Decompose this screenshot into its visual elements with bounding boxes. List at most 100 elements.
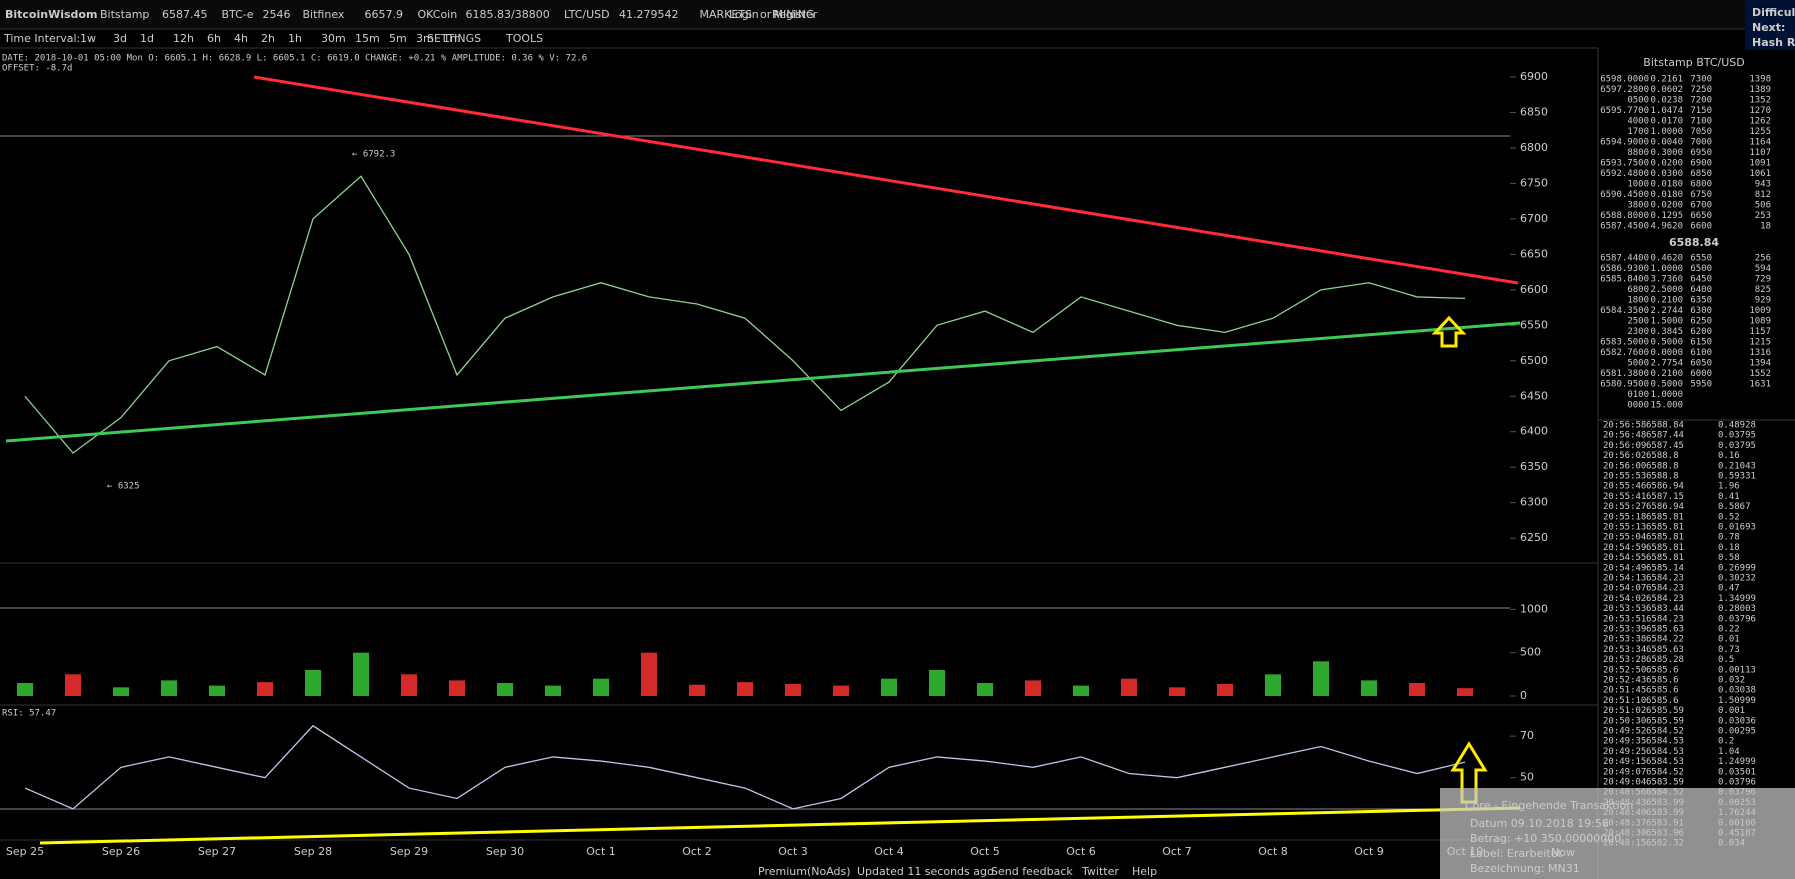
menu[interactable]: MINING: [774, 8, 815, 21]
volume-bar: [929, 670, 945, 696]
ticker-name[interactable]: LTC/USD: [564, 8, 610, 21]
interval[interactable]: 1d: [140, 32, 154, 45]
trade-price: 6584.22: [1646, 635, 1684, 645]
interval[interactable]: 4h: [234, 32, 248, 45]
trade-amount: 0.26999: [1718, 563, 1756, 573]
ticker-price: 6587.45: [162, 8, 208, 21]
x-tick-label: Oct 4: [874, 845, 904, 858]
book-cell: 6500: [1690, 264, 1712, 274]
trade-amount: 0.2: [1718, 737, 1734, 747]
book-cell: 6584.3500: [1600, 306, 1649, 316]
interval[interactable]: 3m: [416, 32, 434, 45]
volume-bar: [737, 682, 753, 696]
login[interactable]: Login: [729, 8, 759, 21]
interval[interactable]: 3d: [113, 32, 127, 45]
trade-time: 20:53:53: [1603, 604, 1646, 614]
interval[interactable]: 6h: [207, 32, 221, 45]
tools[interactable]: TOOLS: [505, 32, 543, 45]
trade-price: 6585.6: [1646, 665, 1679, 675]
book-cell: 1389: [1749, 85, 1771, 95]
note-title: Core - Eingehende Transaktion: [1465, 799, 1633, 812]
trade-amount: 0.01693: [1718, 523, 1756, 533]
book-cell: 6450: [1690, 275, 1712, 285]
book-cell: 1061: [1749, 169, 1771, 179]
interval[interactable]: 15m: [355, 32, 380, 45]
trade-time: 20:53:39: [1603, 625, 1646, 635]
book-cell: 5950: [1690, 380, 1712, 390]
y-tick-label: 50: [1520, 771, 1534, 784]
ticker-name[interactable]: Bitstamp: [100, 8, 149, 21]
footer-link[interactable]: Help: [1132, 865, 1157, 878]
menu[interactable]: MARKETS: [700, 8, 753, 21]
book-cell: 7000: [1690, 138, 1712, 148]
interval[interactable]: 1h: [288, 32, 302, 45]
interval[interactable]: 12h: [173, 32, 194, 45]
y-tick-label: 6500: [1520, 354, 1548, 367]
x-tick-label: Sep 28: [294, 845, 332, 858]
notification[interactable]: [1440, 788, 1795, 879]
book-cell: 7200: [1690, 96, 1712, 106]
footer-link[interactable]: Twitter: [1081, 865, 1119, 878]
ticker-name[interactable]: OKCoin: [418, 8, 458, 21]
trade-time: 20:56:00: [1603, 461, 1646, 471]
volume-bar: [881, 678, 897, 696]
book-cell: 0100: [1627, 390, 1649, 400]
interval[interactable]: 2h: [261, 32, 275, 45]
ticker-name[interactable]: Bitfinex: [303, 8, 345, 21]
x-tick-label: Sep 25: [6, 845, 44, 858]
trade-time: 20:55:13: [1603, 523, 1646, 533]
trade-amount: 0.59331: [1718, 472, 1756, 482]
book-cell: 0.0180: [1650, 190, 1683, 200]
footer-link[interactable]: Premium(NoAds): [758, 865, 851, 878]
book-cell: 18: [1760, 222, 1771, 232]
interval[interactable]: 5m: [389, 32, 407, 45]
trade-time: 20:55:18: [1603, 512, 1646, 522]
y-tick-label: 6800: [1520, 141, 1548, 154]
volume-bar: [593, 678, 609, 696]
book-cell: 7150: [1690, 106, 1712, 116]
book-cell: 1107: [1749, 148, 1771, 158]
book-cell: 6150: [1690, 338, 1712, 348]
settings[interactable]: SETTINGS: [427, 32, 481, 45]
book-cell: 6583.5000: [1600, 338, 1649, 348]
brand[interactable]: BitcoinWisdom: [5, 8, 97, 21]
last-price: 6588.84: [1669, 236, 1719, 249]
trade-amount: 0.03038: [1718, 686, 1756, 696]
book-cell: 2300: [1627, 327, 1649, 337]
x-tick-label: Sep 30: [486, 845, 524, 858]
trade-time: 20:52:43: [1603, 676, 1646, 686]
book-cell: 1000: [1627, 180, 1649, 190]
volume-bar: [353, 652, 369, 696]
trade-price: 6587.45: [1646, 441, 1684, 451]
book-cell: 6350: [1690, 296, 1712, 306]
trade-amount: 0.28003: [1718, 604, 1756, 614]
y-tick-label: 6700: [1520, 212, 1548, 225]
trade-price: 6585.81: [1646, 533, 1684, 543]
trade-time: 20:53:51: [1603, 614, 1646, 624]
book-cell: 6100: [1690, 348, 1712, 358]
volume-bar: [1025, 680, 1041, 696]
y-tick-label: 6650: [1520, 247, 1548, 260]
ticker-name[interactable]: BTC-e: [222, 8, 254, 21]
interval[interactable]: 1m: [443, 32, 461, 45]
x-tick-label: Oct 3: [778, 845, 808, 858]
footer-link[interactable]: Send feedback: [991, 865, 1073, 878]
volume-bar: [689, 684, 705, 696]
book-cell: 6595.7700: [1600, 106, 1649, 116]
book-cell: 6594.9000: [1600, 138, 1649, 148]
book-cell: 1009: [1749, 306, 1771, 316]
book-cell: 7050: [1690, 127, 1712, 137]
book-cell: 1552: [1749, 369, 1771, 379]
trade-amount: 0.03501: [1718, 767, 1756, 777]
interval[interactable]: 30m: [321, 32, 346, 45]
trade-time: 20:52:50: [1603, 665, 1646, 675]
book-cell: 7300: [1690, 75, 1712, 85]
register[interactable]: Register: [772, 8, 818, 21]
book-cell: 6597.2800: [1600, 85, 1649, 95]
x-tick-label: Sep 29: [390, 845, 428, 858]
book-cell: 812: [1755, 190, 1771, 200]
book-cell: 0.0180: [1650, 180, 1683, 190]
interval[interactable]: 1w: [80, 32, 96, 45]
trade-time: 20:54:55: [1603, 553, 1646, 563]
x-tick-label: Oct 6: [1066, 845, 1096, 858]
